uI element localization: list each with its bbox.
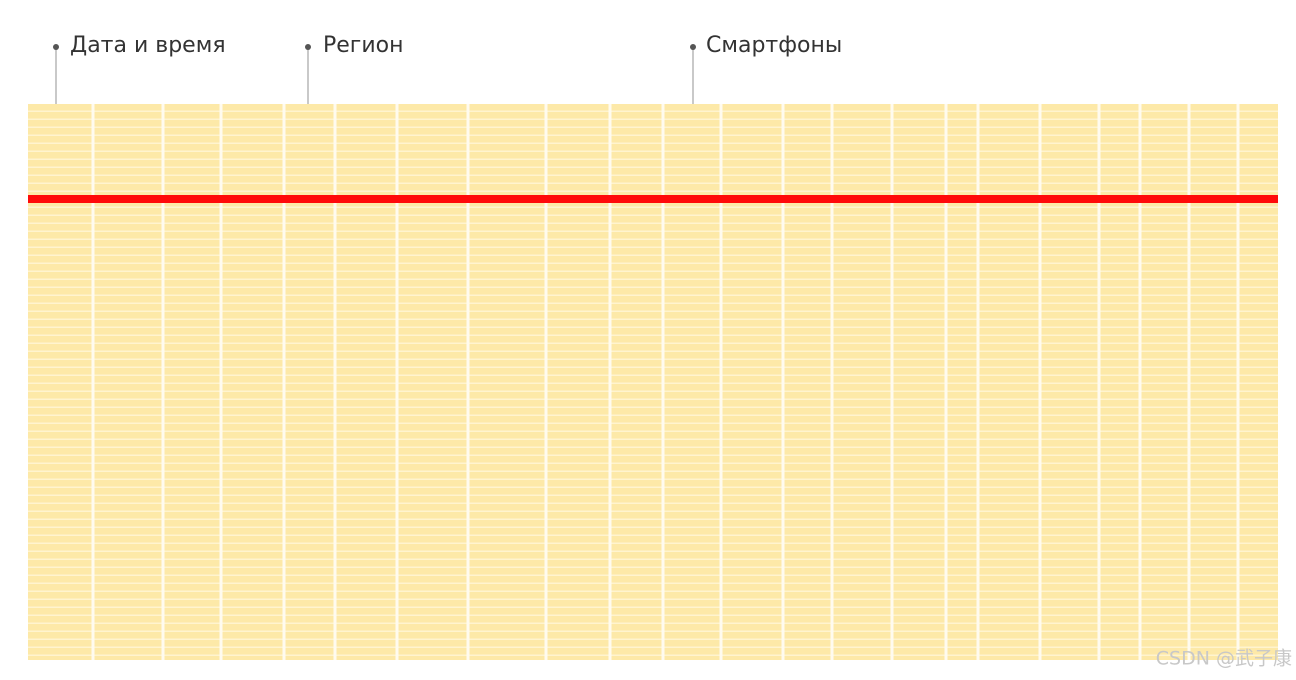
highlighted-row [28,195,1278,203]
leader-dot [690,44,696,50]
leader-dot [53,44,59,50]
leader-dot [305,44,311,50]
watermark: CSDN @武子康 [1156,648,1292,670]
column-label: Дата и время [70,33,226,58]
column-label: Смартфоны [706,33,842,58]
column-label: Регион [323,33,404,58]
data-table [28,104,1278,660]
